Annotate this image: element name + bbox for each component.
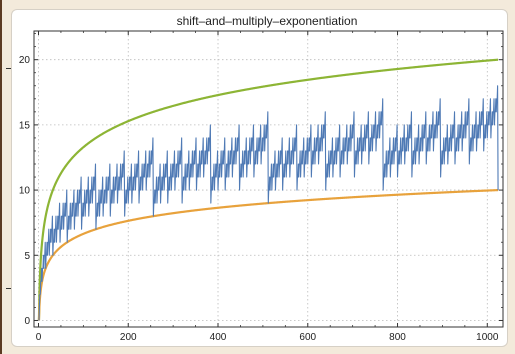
x-tick-label: 600	[299, 332, 316, 343]
chart: shift–and–multiply–exponentiation 0 200 40…	[19, 14, 504, 343]
y-tick-label: 15	[19, 120, 31, 131]
side-marker	[6, 288, 12, 289]
x-tick-label: 800	[389, 332, 406, 343]
x-tick-label: 200	[120, 332, 137, 343]
y-tick-label: 10	[19, 186, 31, 197]
chart-card: shift–and–multiply–exponentiation 0 200 40…	[11, 9, 508, 347]
y-tick-label: 0	[24, 316, 30, 327]
x-tick-label: 400	[210, 332, 227, 343]
series-line-1	[38, 85, 499, 321]
y-tick-label: 20	[19, 55, 31, 66]
y-tick-label: 5	[24, 251, 30, 262]
chart-title: shift–and–multiply–exponentiation	[177, 14, 358, 28]
series-line-3	[37, 188, 499, 321]
axes: 0 200 400 600 800 1000 0 5 10 15 20	[19, 31, 503, 343]
series-layer	[37, 58, 499, 321]
plot-frame	[33, 30, 504, 328]
series-line-2	[37, 58, 499, 321]
x-tick-label: 1000	[476, 332, 499, 343]
side-marker	[6, 68, 12, 69]
sidebar-edge	[0, 0, 2, 354]
x-tick-label: 0	[36, 332, 42, 343]
